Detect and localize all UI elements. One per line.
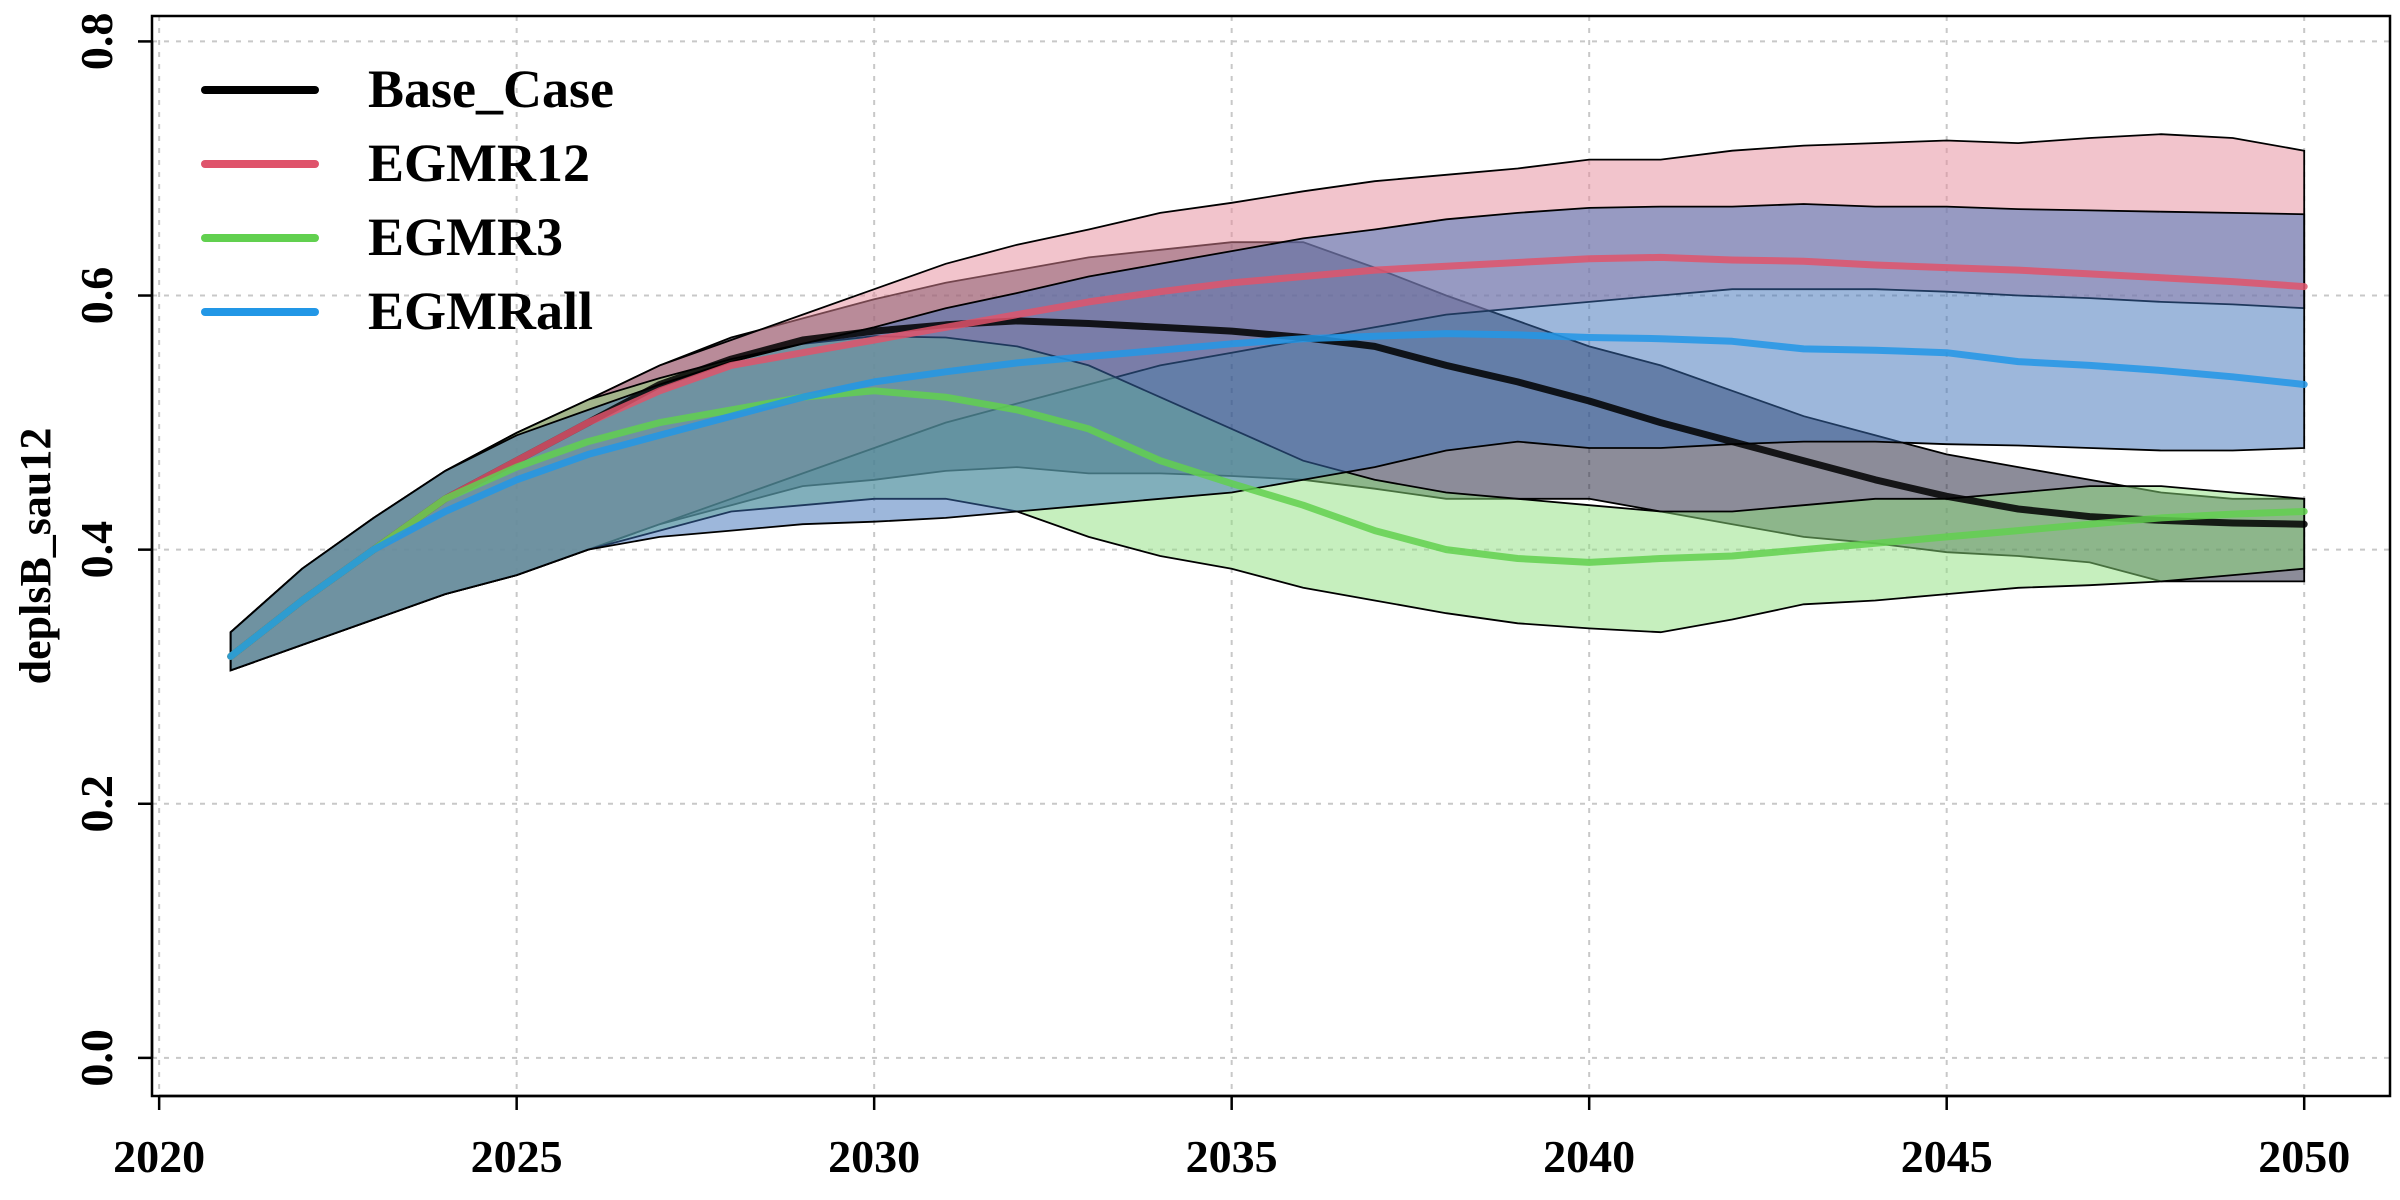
y-tick-label-0.0: 0.0 (71, 1029, 122, 1087)
legend-label-egmr12: EGMR12 (368, 133, 590, 193)
median-line-egmr3 (227, 387, 2308, 660)
x-tick-label-2035: 2035 (1186, 1131, 1278, 1182)
legend-label-egmr3: EGMR3 (368, 207, 563, 267)
legend-label-egmrall: EGMRall (368, 281, 593, 341)
y-tick-label-0.4: 0.4 (71, 521, 122, 579)
x-tick-label-2025: 2025 (471, 1131, 563, 1182)
y-axis: 0.0 0.2 0.4 0.6 0.8 (71, 13, 154, 1087)
x-tick-label-2030: 2030 (828, 1131, 920, 1182)
confidence-bands (229, 133, 2306, 672)
x-tick-label-2020: 2020 (113, 1131, 205, 1182)
y-axis-title: deplsB_sau12 (11, 428, 60, 685)
y-tick-label-0.6: 0.6 (71, 267, 122, 325)
x-axis: 2020 2025 2030 2035 2040 2045 2050 (113, 1094, 2350, 1182)
band-egmrall (229, 203, 2306, 672)
y-tick-label-0.2: 0.2 (71, 775, 122, 833)
legend: Base_Case EGMR12 EGMR3 EGMRall (201, 59, 614, 341)
median-line-egmrall (227, 330, 2308, 660)
x-tick-label-2045: 2045 (1901, 1131, 1993, 1182)
x-tick-label-2040: 2040 (1543, 1131, 1635, 1182)
y-tick-label-0.8: 0.8 (71, 13, 122, 71)
median-line-egmr12 (227, 253, 2308, 660)
median-lines (227, 253, 2308, 660)
x-tick-label-2050: 2050 (2258, 1131, 2350, 1182)
legend-label-base-case: Base_Case (368, 59, 614, 119)
